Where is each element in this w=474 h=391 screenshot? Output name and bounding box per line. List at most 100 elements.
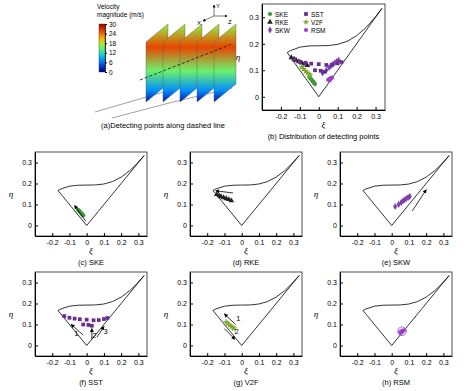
boundary-line (213, 156, 299, 226)
tick-mark (69, 233, 70, 236)
legend-symbol (303, 18, 310, 24)
axis-line (341, 236, 453, 237)
tick: 0.1 (327, 321, 343, 328)
colorbar-title-line: magnitude (m/s) (97, 11, 144, 19)
tick-mark (340, 184, 343, 185)
scatter-panel: -0.2-0.100.10.20.300.10.20.3ξη(c) SKE (9, 152, 148, 267)
x-axis-title: ξ (244, 246, 248, 256)
tick-mark (105, 34, 107, 35)
y-axis-title: η (164, 189, 169, 199)
axis-line (340, 273, 341, 357)
tick: 0 (28, 342, 38, 349)
tick-label: 0.1 (177, 321, 187, 328)
tick-label: 0.2 (249, 40, 259, 47)
data-point (85, 318, 89, 322)
triad-axis (203, 16, 214, 21)
arrow (224, 314, 235, 325)
tick: 24 (105, 30, 117, 37)
axis-line (340, 153, 341, 237)
tick-mark (443, 233, 444, 236)
tick-label: 0.1 (333, 113, 343, 120)
tick: 0 (85, 353, 89, 366)
axis-line (106, 25, 108, 73)
tick-mark (262, 70, 265, 71)
tick: 0 (390, 233, 394, 246)
contour-plane (214, 24, 236, 102)
tick-mark (340, 325, 343, 326)
tick: 0.2 (422, 353, 432, 366)
y-axis-title: η (164, 309, 169, 319)
tick-mark (207, 353, 208, 356)
tick-label: 0.2 (422, 239, 432, 246)
boundary-line (58, 156, 144, 226)
tick-label: 0 (390, 239, 394, 246)
xticks-axis: -0.2-0.100.10.20.3 (36, 353, 148, 366)
tick: -0.2 (202, 233, 214, 246)
tick: -0.2 (47, 233, 59, 246)
tick: 0.1 (405, 233, 415, 246)
tick-label: 0.2 (117, 359, 127, 366)
tick-label: 0.2 (422, 359, 432, 366)
data-point (304, 61, 308, 65)
xticks-axis: -0.2-0.100.10.20.3 (341, 233, 453, 246)
data-point (329, 62, 333, 69)
axis-line (191, 356, 303, 357)
tick-mark (262, 44, 265, 45)
panel-caption: (a)Detecting points along dashed line (101, 121, 225, 130)
tick-mark (443, 353, 444, 356)
tick-mark (207, 233, 208, 236)
triad-label: Z (228, 19, 232, 25)
colorbar (99, 24, 105, 72)
tick: 0 (333, 222, 343, 229)
tick-label: 18 (109, 40, 117, 47)
tick-label: 0.3 (177, 159, 187, 166)
tick-label: 0.2 (117, 239, 127, 246)
tick-label: 0 (85, 239, 89, 246)
tick-mark (105, 43, 107, 44)
tick-mark (35, 163, 38, 164)
y-axis-title: η (314, 309, 319, 319)
arrow (412, 190, 426, 211)
data-point (87, 323, 91, 327)
tick-label: 0.2 (272, 359, 282, 366)
tick-label: 0 (317, 113, 321, 120)
tick-label: -0.2 (352, 359, 364, 366)
tick: 0.2 (272, 353, 282, 366)
arrow (224, 329, 234, 340)
plot-area (213, 156, 299, 226)
tick-mark (190, 325, 193, 326)
tick-label: 0.2 (352, 113, 362, 120)
tick: -0.2 (352, 233, 364, 246)
tick: 0.3 (249, 14, 265, 21)
tick-label: 0.3 (289, 239, 299, 246)
data-point (62, 314, 66, 318)
plot-frame (340, 272, 452, 356)
data-point (393, 203, 397, 210)
tick: 0 (183, 342, 193, 349)
triad-axis (214, 16, 227, 17)
tick: 0 (333, 342, 343, 349)
ticks-axis: 0612182430 (105, 21, 117, 76)
tick-label: 0.1 (22, 321, 32, 328)
boundary-line (363, 156, 449, 226)
y-axis-title: η (236, 52, 241, 62)
tick: 0.3 (134, 353, 144, 366)
tick-mark (35, 325, 38, 326)
triad-label: X (197, 20, 201, 26)
yticks-axis: 00.10.20.3 (177, 153, 193, 237)
tick: 0.2 (327, 180, 343, 187)
tick: -0.1 (369, 353, 381, 366)
tick-mark (138, 233, 139, 236)
tick-label: 0 (390, 359, 394, 366)
plot-area (213, 276, 299, 346)
tick-mark (35, 205, 38, 206)
tick-label: 0.1 (327, 201, 337, 208)
data-point (324, 63, 328, 67)
tick: -0.1 (219, 353, 231, 366)
tick: 0.1 (327, 201, 343, 208)
tick: -0.1 (64, 353, 76, 366)
tick-label: 0 (333, 342, 337, 349)
tick-mark (340, 346, 343, 347)
scatter-panel: -0.2-0.100.10.20.300.10.20.3123ξη(f) SST (9, 272, 148, 387)
tick-label: 0.1 (100, 239, 110, 246)
